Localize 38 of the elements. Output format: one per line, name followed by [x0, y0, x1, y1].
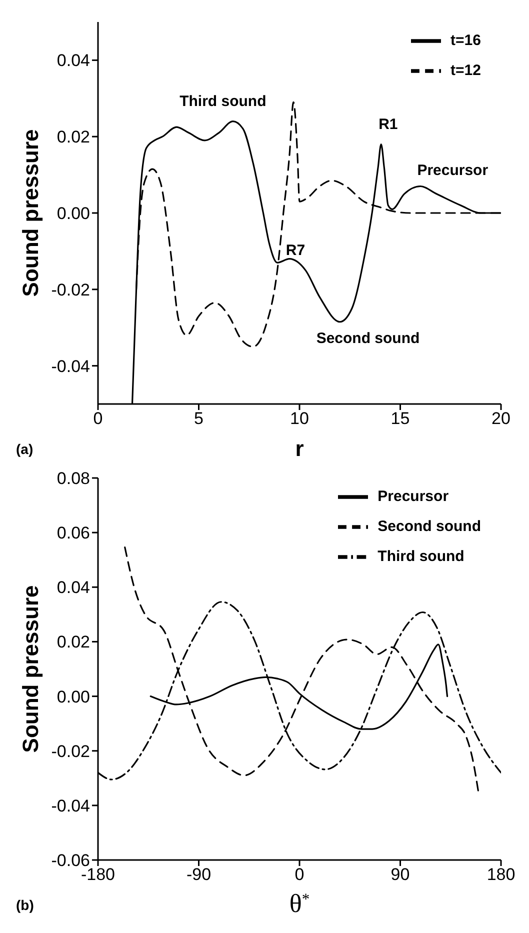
annotation: Second sound [316, 330, 420, 348]
annotation: R7 [286, 242, 306, 260]
legend-label: t=12 [450, 62, 481, 79]
x-tick-label: 0 [93, 409, 103, 428]
annotation: R1 [378, 116, 398, 134]
annotation: Precursor [417, 162, 488, 179]
y-tick-label: 0.00 [56, 687, 90, 706]
y-tick-label: -0.04 [51, 356, 90, 376]
text: (a) [16, 441, 34, 457]
x-tick-label: 0 [294, 865, 304, 884]
line-series [150, 644, 448, 730]
y-tick-label: 0.02 [56, 128, 90, 147]
x-tick-label: 20 [492, 409, 510, 428]
y-axis-title: Sound pressure [18, 585, 43, 753]
y-tick-label: 0.00 [56, 204, 90, 224]
x-axis-title: r [295, 436, 304, 461]
y-tick-label: 0.04 [56, 578, 90, 598]
y-tick-label: 0.06 [56, 524, 90, 543]
legend-label: Second sound [378, 518, 481, 535]
y-tick-label: 0.02 [56, 632, 90, 652]
y-tick-label: 0.04 [56, 51, 90, 70]
y-tick-label: -0.02 [51, 742, 90, 761]
legend-label: Third sound [378, 548, 464, 565]
y-axis-title: Sound pressure [18, 129, 43, 297]
x-tick-label: 10 [290, 409, 309, 428]
annotation: Third sound [180, 93, 266, 110]
x-tick-label: -90 [186, 865, 212, 884]
legend-label: t=16 [450, 32, 481, 49]
legend-label: Precursor [378, 488, 449, 505]
y-tick-label: -0.04 [51, 796, 90, 816]
y-tick-label: -0.02 [51, 280, 90, 300]
text: (b) [16, 897, 34, 913]
x-tick-label: 5 [194, 409, 204, 428]
x-tick-label: 15 [390, 409, 410, 428]
x-tick-label: 180 [486, 865, 516, 884]
y-tick-label: 0.08 [56, 469, 90, 488]
x-tick-label: 90 [390, 865, 410, 884]
x-axis-title: θ$^{*}$ [289, 889, 310, 918]
